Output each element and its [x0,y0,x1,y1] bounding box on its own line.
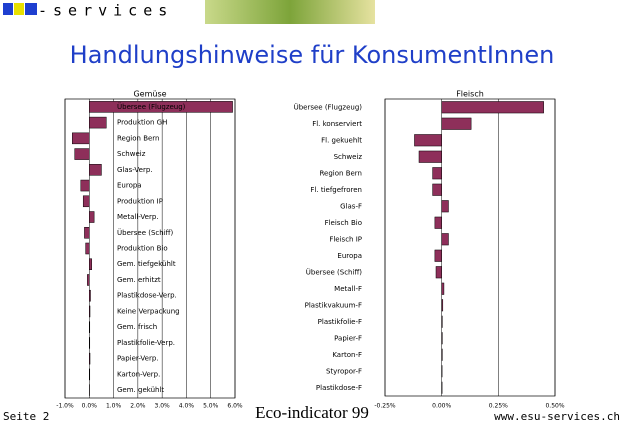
category-label: Keine Verpackung [117,307,180,315]
bar [86,243,90,254]
category-label: Papier-F [334,334,362,342]
bar [414,134,441,146]
category-label: Papier-Verp. [117,355,159,363]
url: www.esu-services.ch [494,410,620,423]
bar [84,227,89,238]
category-label: Übersee (Schiff) [306,267,362,276]
x-tick-label: 0.0% [82,403,98,410]
logo-icon [25,3,37,15]
category-label: Fleisch IP [329,235,362,243]
bar [75,149,90,160]
category-label: Fl. gekuehlt [321,136,362,144]
category-label: Plastikfolie-F [318,318,362,326]
bar [89,306,90,317]
category-label: Metall-F [334,285,362,293]
category-label: Produktion GH [117,119,167,127]
logo-icon [14,3,24,15]
category-label: Gem. tiefgekühlt [117,260,176,268]
category-label: Glas-Verp. [117,166,153,174]
bar [89,117,106,128]
footer-center: Eco-indicator 99 [255,403,369,422]
bar [419,151,442,163]
x-tick-label: 3.0% [155,403,171,410]
bar [83,196,89,207]
bar [436,266,442,278]
x-tick-label: 2.0% [130,403,146,410]
bar [435,217,442,229]
category-label: Plastikvakuum-F [305,301,362,309]
category-label: Übersee (Flugzeug) [294,102,363,111]
bar [442,200,449,212]
bar [433,167,442,179]
bar [87,274,89,285]
category-label: Region Bern [117,134,160,142]
slide-title: Handlungshinweise für KonsumentInnen [70,41,555,69]
x-tick-label: 6.0% [227,403,243,410]
category-label: Region Bern [320,169,363,177]
bar [89,212,94,223]
bar [435,250,442,262]
slide: -services Handlungshinweise für Konsumen… [0,0,625,427]
category-label: Plastikdose-F [316,384,362,392]
bar [442,283,444,295]
x-tick-label: -0.25% [374,403,396,410]
category-label: Übersee (Flugzeug) [117,102,186,111]
category-label: Schweiz [117,150,146,158]
category-label: Europa [337,252,362,260]
category-label: Übersee (Schiff) [117,228,173,237]
bar [89,353,90,364]
category-label: Gem. gekühlt [117,386,164,394]
x-tick-label: 1.0% [106,403,122,410]
category-label: Produktion Bio [117,245,168,253]
category-label: Plastikfolie-Verp. [117,339,175,347]
category-label: Styropor-F [326,367,362,375]
category-label: Schweiz [334,153,363,161]
bar [72,133,89,144]
bar [442,299,443,311]
x-tick-label: -1.0% [56,403,74,410]
category-label: Gem. erhitzt [117,276,161,284]
logo-icon [3,3,13,15]
category-label: Fleisch Bio [325,219,362,227]
x-tick-label: 5.0% [203,403,219,410]
category-label: Europa [117,182,142,190]
category-label: Plastikdose-Verp. [117,292,177,300]
bar [89,290,90,301]
bar [442,332,443,344]
bar [442,316,443,328]
category-label: Karton-F [332,351,362,359]
header-photo [205,0,375,24]
category-label: Glas-F [340,202,362,210]
bar [442,118,471,130]
x-tick-label: 0.25% [489,403,508,410]
category-label: Fl. tiefgefroren [310,186,362,194]
bar [442,349,443,361]
x-tick-label: 0.00% [432,403,451,410]
bar [442,233,449,245]
chart-title: Fleisch [456,90,484,99]
category-label: Fl. konserviert [312,120,362,128]
category-label: Karton-Verp. [117,370,160,378]
x-tick-label: 4.0% [179,403,195,410]
bar [442,101,544,113]
x-tick-label: 0.50% [545,403,564,410]
bar [433,184,442,196]
bar [81,180,90,191]
category-label: Produktion IP [117,197,163,205]
logo-text: -services [38,2,173,20]
bar [89,164,101,175]
category-label: Gem. frisch [117,323,157,331]
chart-title: Gemüse [133,90,166,99]
bar [89,259,91,270]
category-label: Metall-Verp. [117,213,158,221]
page-number: Seite 2 [3,410,49,423]
